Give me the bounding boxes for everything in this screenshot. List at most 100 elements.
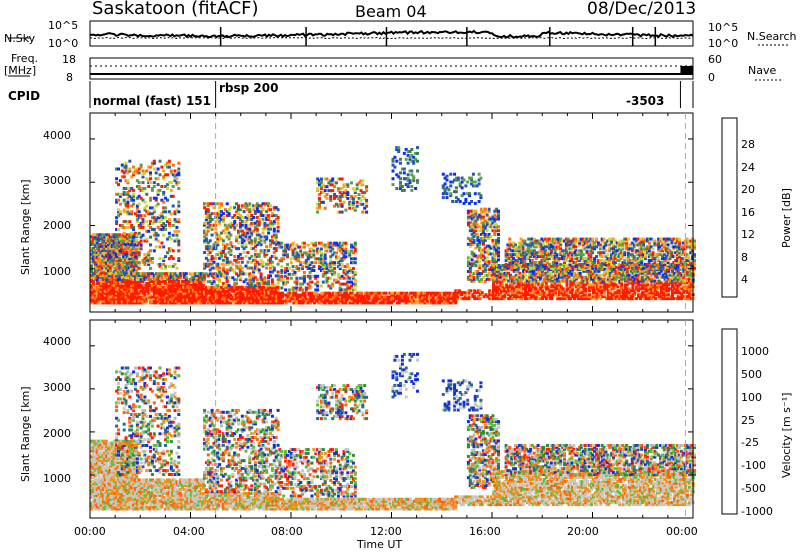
range-cell <box>348 206 352 210</box>
range-cell <box>167 297 171 301</box>
range-cell <box>340 177 344 181</box>
range-cell <box>312 249 316 253</box>
range-cell <box>122 245 126 249</box>
range-cell <box>126 274 130 278</box>
range-cell <box>351 267 355 270</box>
range-cell <box>141 198 145 202</box>
range-cell <box>223 272 227 276</box>
range-cell <box>326 299 330 303</box>
range-cell <box>152 301 156 305</box>
range-cell <box>255 219 259 223</box>
range-cell <box>101 276 105 280</box>
range-cell <box>276 221 280 225</box>
range-cell <box>400 185 404 188</box>
range-cell <box>150 257 154 261</box>
range-cell <box>120 295 124 299</box>
range-cell <box>150 161 154 165</box>
range-cell <box>154 301 158 305</box>
range-cell <box>237 293 240 297</box>
range-cell <box>125 239 129 243</box>
range-cell <box>218 216 222 219</box>
range-cell <box>350 299 354 303</box>
range-cell <box>149 243 152 247</box>
range-cell <box>255 243 259 247</box>
range-cell <box>105 262 109 266</box>
range-cell <box>167 161 171 165</box>
range-cell <box>154 274 158 278</box>
range-cell <box>177 259 181 262</box>
range-cell <box>97 237 101 241</box>
range-cell <box>158 220 162 224</box>
range-cell <box>164 280 168 283</box>
range-cell <box>169 293 173 297</box>
range-cell <box>158 214 162 218</box>
range-cell <box>171 280 175 283</box>
range-cell <box>186 295 190 299</box>
range-cell <box>229 206 233 210</box>
range-cell <box>248 237 252 241</box>
range-cell <box>204 272 208 276</box>
range-cell <box>132 235 136 239</box>
range-cell <box>363 301 367 305</box>
range-cell <box>267 284 271 288</box>
range-cell <box>160 293 164 297</box>
range-cell <box>147 295 151 299</box>
range-cell <box>154 233 158 237</box>
range-cell <box>99 266 103 270</box>
range-cell <box>229 287 233 291</box>
range-cell <box>177 161 181 165</box>
range-cell <box>242 301 246 305</box>
range-cell <box>154 171 158 175</box>
range-cell <box>105 299 109 303</box>
range-cell <box>322 297 326 301</box>
range-cell <box>406 173 410 177</box>
range-cell <box>497 258 500 262</box>
range-cell <box>223 252 227 256</box>
range-cell <box>244 243 248 247</box>
range-cell <box>124 165 128 169</box>
range-cell <box>114 262 118 266</box>
range-cell <box>255 282 259 286</box>
range-cell <box>206 204 210 208</box>
range-cell <box>182 289 186 293</box>
range-cell <box>274 217 278 221</box>
range-cell <box>360 295 364 299</box>
range-cell <box>238 291 242 295</box>
range-cell <box>259 301 263 305</box>
range-cell <box>169 247 173 251</box>
range-cell <box>208 245 212 249</box>
range-cell <box>99 260 103 264</box>
range-cell <box>204 237 208 241</box>
range-cell <box>240 270 244 274</box>
range-cell <box>195 299 199 303</box>
range-cell <box>126 204 130 208</box>
range-cell <box>145 289 149 293</box>
range-cell <box>250 287 254 291</box>
range-cell <box>162 200 166 204</box>
range-cell <box>162 285 166 289</box>
range-cell <box>93 276 97 280</box>
range-cell <box>284 297 288 301</box>
range-cell <box>246 301 250 305</box>
range-cell <box>91 276 95 280</box>
range-cell <box>331 291 335 295</box>
range-cell <box>221 284 225 288</box>
range-cell <box>203 206 207 210</box>
range-cell <box>152 185 156 188</box>
range-cell <box>141 225 145 229</box>
range-cell <box>137 224 141 227</box>
range-cell <box>137 280 141 283</box>
range-cell <box>162 289 166 293</box>
range-cell <box>120 224 124 227</box>
range-cell <box>274 274 278 278</box>
range-cell <box>253 225 257 229</box>
range-cell <box>277 297 281 301</box>
range-cell <box>172 291 176 295</box>
range-cell <box>188 285 191 289</box>
range-cell <box>101 301 105 305</box>
range-cell <box>169 289 173 293</box>
range-cell <box>152 229 156 233</box>
range-cell <box>103 260 107 264</box>
range-cell <box>166 251 169 255</box>
range-cell <box>214 289 218 293</box>
